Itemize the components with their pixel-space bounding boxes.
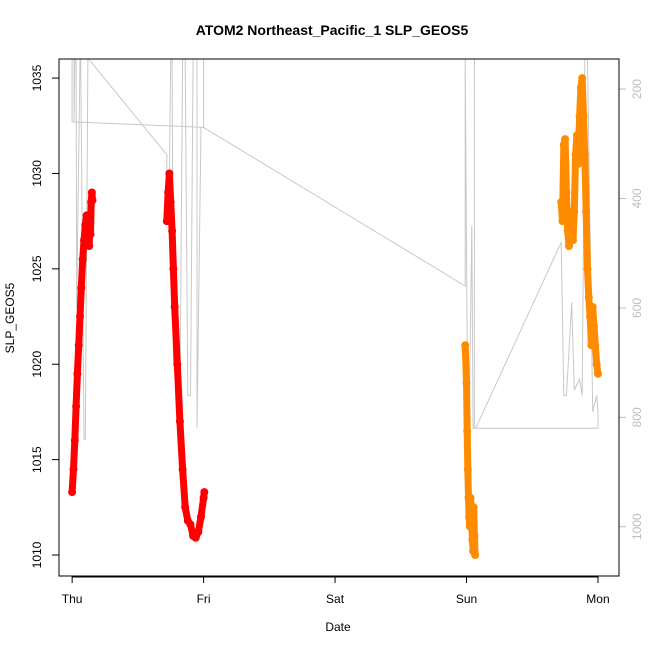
series-1 (68, 188, 97, 497)
series-3-point (470, 531, 479, 540)
series-2-point (197, 512, 205, 521)
chart-title: ATOM2 Northeast_Pacific_1 SLP_GEOS5 (196, 22, 469, 38)
series-1-point (74, 341, 83, 350)
series-1-point (76, 312, 84, 321)
series-2-point (186, 520, 195, 529)
series-4-point (571, 150, 580, 159)
series-1-point (87, 188, 96, 197)
series-4-point (576, 83, 585, 92)
series-1-point (73, 369, 82, 378)
y2-tick-label: 800 (630, 407, 644, 427)
series-4-point (557, 198, 566, 207)
series-4-point (582, 207, 591, 216)
series-2-point (169, 264, 178, 273)
x-axis-label: Date (325, 620, 351, 634)
series-3-point (463, 427, 472, 435)
y2-tick-label: 1000 (630, 513, 644, 540)
series-4-point (562, 188, 571, 197)
series-2-point (175, 417, 184, 426)
x-tick-label: Sat (326, 592, 345, 606)
series-1-point (85, 217, 94, 226)
series-4 (557, 74, 602, 378)
series-4-point (591, 341, 600, 350)
series-4-point (594, 369, 602, 378)
series-2 (162, 169, 209, 542)
series-3-point (465, 512, 474, 521)
series-4-point (586, 312, 595, 321)
series-4-point (563, 226, 572, 235)
series-2-point (178, 465, 187, 474)
series-4-point (579, 112, 588, 121)
series-1-point (69, 465, 78, 474)
y2-tick-label: 200 (630, 79, 644, 99)
y-tick-label: 1015 (30, 446, 44, 473)
series-1-point (68, 488, 77, 497)
series-1-point (78, 255, 87, 264)
series-2-point (200, 488, 209, 497)
y-tick-label: 1025 (30, 255, 44, 282)
series-3-point (469, 503, 478, 512)
series-4-point (574, 159, 583, 168)
y-tick-label: 1020 (30, 351, 44, 378)
series-2-point (181, 503, 190, 512)
series-3-point (463, 465, 472, 474)
series-4-point (572, 131, 581, 140)
series-2-point (168, 226, 177, 235)
series-3-point (461, 341, 470, 350)
x-tick-label: Sun (456, 592, 477, 606)
series-2-point (194, 528, 203, 537)
x-tick-label: Thu (62, 592, 83, 606)
series-3-point (467, 522, 476, 531)
series-4-point (565, 242, 573, 250)
plot-frame (58, 58, 620, 577)
series-3 (461, 341, 480, 559)
y-tick-label: 1035 (30, 64, 44, 91)
series-4-point (584, 293, 593, 302)
y2-tick-label: 600 (630, 298, 644, 318)
series-4-point (580, 150, 589, 159)
series-4-point (578, 74, 587, 83)
series-4-point (558, 217, 567, 226)
y-axis-label: SLP_GEOS5 (3, 282, 17, 353)
series-4-point (561, 135, 570, 144)
series-1-point (85, 242, 94, 250)
series-4-point (592, 360, 601, 369)
series-1-point (70, 436, 79, 445)
series-2-point (165, 169, 174, 178)
x-tick-label: Mon (586, 592, 609, 606)
series-layer (68, 74, 602, 559)
series-1-point (86, 230, 95, 239)
x-tick-label: Fri (197, 592, 211, 606)
series-2-point (162, 217, 171, 226)
series-3-point (462, 379, 471, 388)
series-2-point (170, 303, 179, 311)
series-2-point (166, 198, 175, 207)
series-1-point (77, 283, 86, 292)
series-2-point (164, 188, 173, 197)
y-tick-label: 1030 (30, 160, 44, 187)
series-2-point (173, 360, 182, 369)
series-1-point (88, 196, 97, 205)
series-3-point (471, 551, 480, 559)
series-4-point (583, 264, 592, 273)
series-4-point (567, 217, 576, 226)
y2-tick-label: 400 (630, 188, 644, 208)
series-1-point (72, 402, 81, 411)
series-4-point (590, 322, 598, 331)
series-4-point (570, 207, 579, 216)
series-4-point (588, 303, 597, 311)
y-tick-label: 1010 (30, 541, 44, 568)
series-4-point (569, 236, 577, 245)
series-3-point (466, 493, 475, 502)
